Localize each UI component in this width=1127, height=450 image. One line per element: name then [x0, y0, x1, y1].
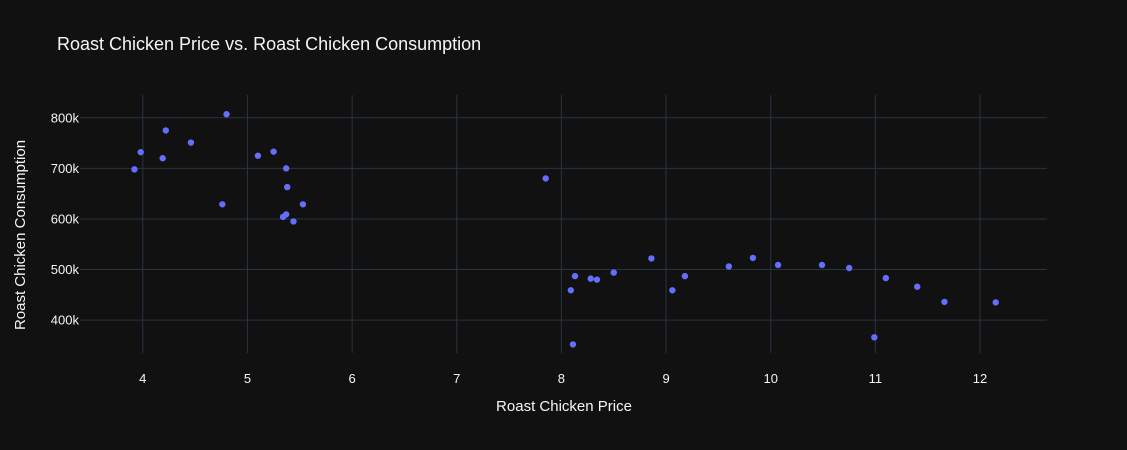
data-point[interactable] — [993, 299, 999, 305]
x-tick-label: 4 — [139, 371, 146, 386]
data-point[interactable] — [283, 165, 289, 171]
data-point[interactable] — [775, 262, 781, 268]
x-tick-label: 9 — [662, 371, 669, 386]
y-tick-label: 600k — [51, 211, 80, 226]
data-point[interactable] — [648, 255, 654, 261]
chart-title: Roast Chicken Price vs. Roast Chicken Co… — [57, 34, 481, 54]
data-point[interactable] — [726, 263, 732, 269]
data-point[interactable] — [846, 265, 852, 271]
data-point[interactable] — [914, 284, 920, 290]
data-point[interactable] — [819, 262, 825, 268]
data-point[interactable] — [284, 184, 290, 190]
x-tick-label: 6 — [348, 371, 355, 386]
data-point[interactable] — [131, 166, 137, 172]
data-point[interactable] — [883, 275, 889, 281]
data-point[interactable] — [871, 334, 877, 340]
data-point[interactable] — [290, 218, 296, 224]
data-point[interactable] — [137, 149, 143, 155]
data-point[interactable] — [163, 127, 169, 133]
data-point[interactable] — [568, 287, 574, 293]
x-tick-label: 5 — [244, 371, 251, 386]
x-tick-label: 11 — [869, 371, 883, 386]
y-tick-label: 700k — [51, 161, 80, 176]
data-point[interactable] — [611, 269, 617, 275]
data-point[interactable] — [750, 255, 756, 261]
x-tick-label: 8 — [558, 371, 565, 386]
data-point[interactable] — [219, 201, 225, 207]
data-point[interactable] — [570, 341, 576, 347]
data-point[interactable] — [283, 211, 289, 217]
data-point[interactable] — [941, 299, 947, 305]
data-point[interactable] — [572, 273, 578, 279]
y-axis-title: Roast Chicken Consumption — [12, 140, 29, 330]
y-tick-label: 800k — [51, 110, 80, 125]
y-tick-label: 400k — [51, 313, 80, 328]
data-point[interactable] — [223, 111, 229, 117]
data-point[interactable] — [270, 148, 276, 154]
x-tick-label: 7 — [453, 371, 460, 386]
x-tick-label: 10 — [763, 371, 777, 386]
x-axis-title: Roast Chicken Price — [496, 398, 632, 415]
data-point[interactable] — [159, 155, 165, 161]
data-point[interactable] — [594, 276, 600, 282]
data-point[interactable] — [588, 275, 594, 281]
data-point[interactable] — [669, 287, 675, 293]
x-tick-label: 12 — [973, 371, 987, 386]
data-point[interactable] — [255, 153, 261, 159]
y-tick-label: 500k — [51, 262, 80, 277]
data-point[interactable] — [300, 201, 306, 207]
data-point[interactable] — [682, 273, 688, 279]
data-point[interactable] — [543, 175, 549, 181]
data-point[interactable] — [188, 139, 194, 145]
